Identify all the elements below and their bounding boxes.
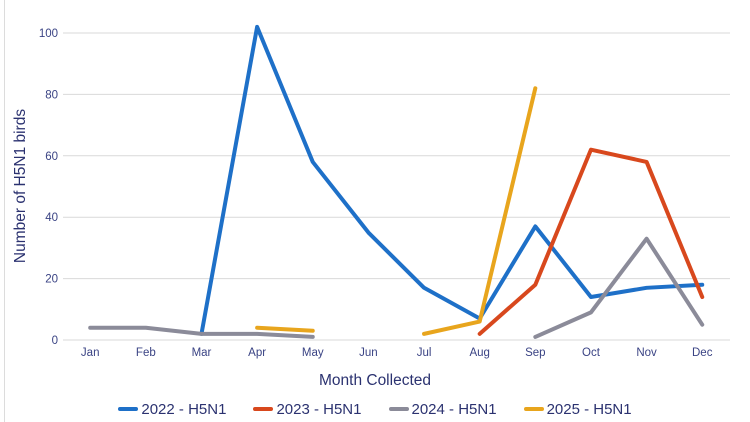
legend-item-2022: 2022 - H5N1 <box>118 401 226 418</box>
legend-label: 2024 - H5N1 <box>411 400 497 418</box>
x-tick-label: Mar <box>192 347 212 359</box>
x-tick-label: Jun <box>359 347 378 359</box>
y-tick-label: 100 <box>39 28 58 40</box>
x-tick-label: May <box>302 347 324 359</box>
legend-item-2025: 2025 - H5N1 <box>523 400 632 418</box>
x-tick-label: Jul <box>417 347 432 359</box>
y-tick-label: 80 <box>45 89 58 101</box>
legend-label: 2023 - H5N1 <box>276 400 362 418</box>
y-tick-label: 0 <box>52 335 58 347</box>
x-tick-label: Sep <box>525 347 545 359</box>
series-line-2022 - H5N1 <box>199 24 705 336</box>
x-tick-label: Aug <box>469 347 489 359</box>
x-tick-label: Jan <box>81 347 100 359</box>
x-tick-label: Nov <box>636 347 657 359</box>
y-tick-label: 20 <box>45 274 58 286</box>
y-tick-label: 40 <box>45 212 58 224</box>
series-line-2024 - H5N1 <box>88 325 315 339</box>
legend-label: 2025 - H5N1 <box>546 400 632 418</box>
y-tick-label: 60 <box>45 151 58 163</box>
x-tick-label: Feb <box>136 347 156 359</box>
series-line-2025 - H5N1 <box>422 86 538 336</box>
x-tick-label: Dec <box>692 347 713 359</box>
legend: 2022 - H5N1 2023 - H5N1 2024 - H5N1 2025 - … <box>0 398 750 420</box>
legend-swatch-icon <box>253 406 274 412</box>
legend-swatch-icon <box>523 406 544 412</box>
x-tick-label: Oct <box>582 347 601 359</box>
legend-item-2024: 2024 - H5N1 <box>388 400 497 418</box>
window-left-border <box>4 0 5 422</box>
series-line-2024 - H5N1 <box>533 236 705 339</box>
legend-swatch-icon <box>118 406 139 412</box>
series-line-2023 - H5N1 <box>477 147 705 336</box>
x-axis-title: Month Collected <box>318 372 431 389</box>
series-line-2025 - H5N1 <box>255 325 315 333</box>
x-tick-label: Apr <box>248 347 266 359</box>
legend-swatch-icon <box>388 406 409 412</box>
legend-item-2023: 2023 - H5N1 <box>253 400 362 418</box>
legend-label: 2022 - H5N1 <box>141 400 227 418</box>
